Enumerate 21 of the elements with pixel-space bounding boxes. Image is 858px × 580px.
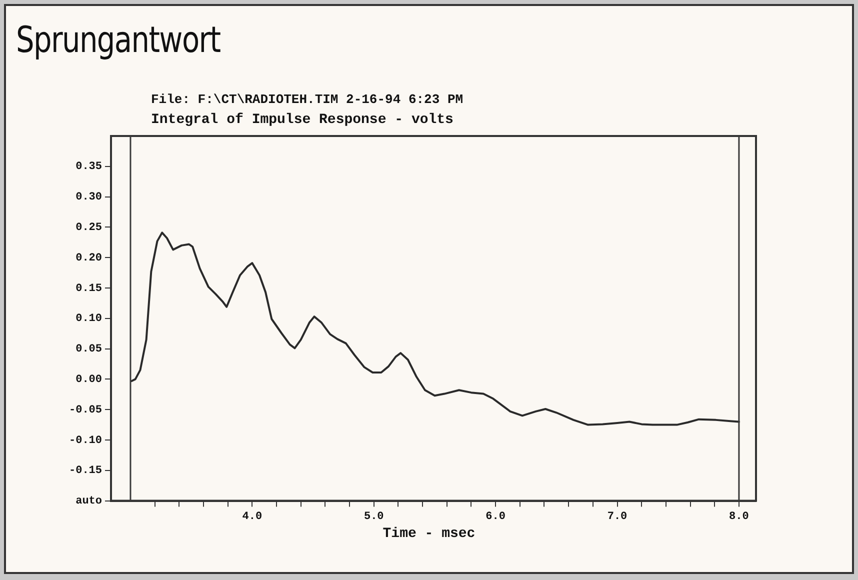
x-tick-label: 5.0 <box>364 511 384 524</box>
y-tick-label: 0.20 <box>76 252 102 264</box>
chart-title: Sprungantwort <box>16 20 220 61</box>
y-tick-label: 0.25 <box>76 222 102 234</box>
x-tick-label: 4.0 <box>242 511 262 524</box>
y-tick-label: auto <box>76 496 102 508</box>
y-tick-label: 0.35 <box>76 161 102 174</box>
y-tick-label: 0.15 <box>76 282 102 295</box>
x-tick-label: 7.0 <box>607 511 628 524</box>
y-tick-label: 0.10 <box>76 313 102 326</box>
y-tick-label: 0.30 <box>76 192 102 204</box>
y-tick-label: -0.15 <box>68 465 102 478</box>
y-tick-label: -0.10 <box>68 434 102 447</box>
y-tick-label: 0.00 <box>76 374 102 386</box>
chart-subtitle: File: F:\CT\RADIOTEH.TIM 2-16-94 6:23 PM <box>151 92 464 107</box>
y-tick-label: 0.05 <box>76 344 102 356</box>
y-tick-label: -0.05 <box>68 404 102 416</box>
x-axis-title: Time - msec <box>382 526 476 542</box>
x-tick-label: 6.0 <box>486 511 506 524</box>
y-axis-title: Integral of Impulse Response - volts <box>151 112 454 128</box>
x-tick-label: 8.0 <box>729 511 749 524</box>
